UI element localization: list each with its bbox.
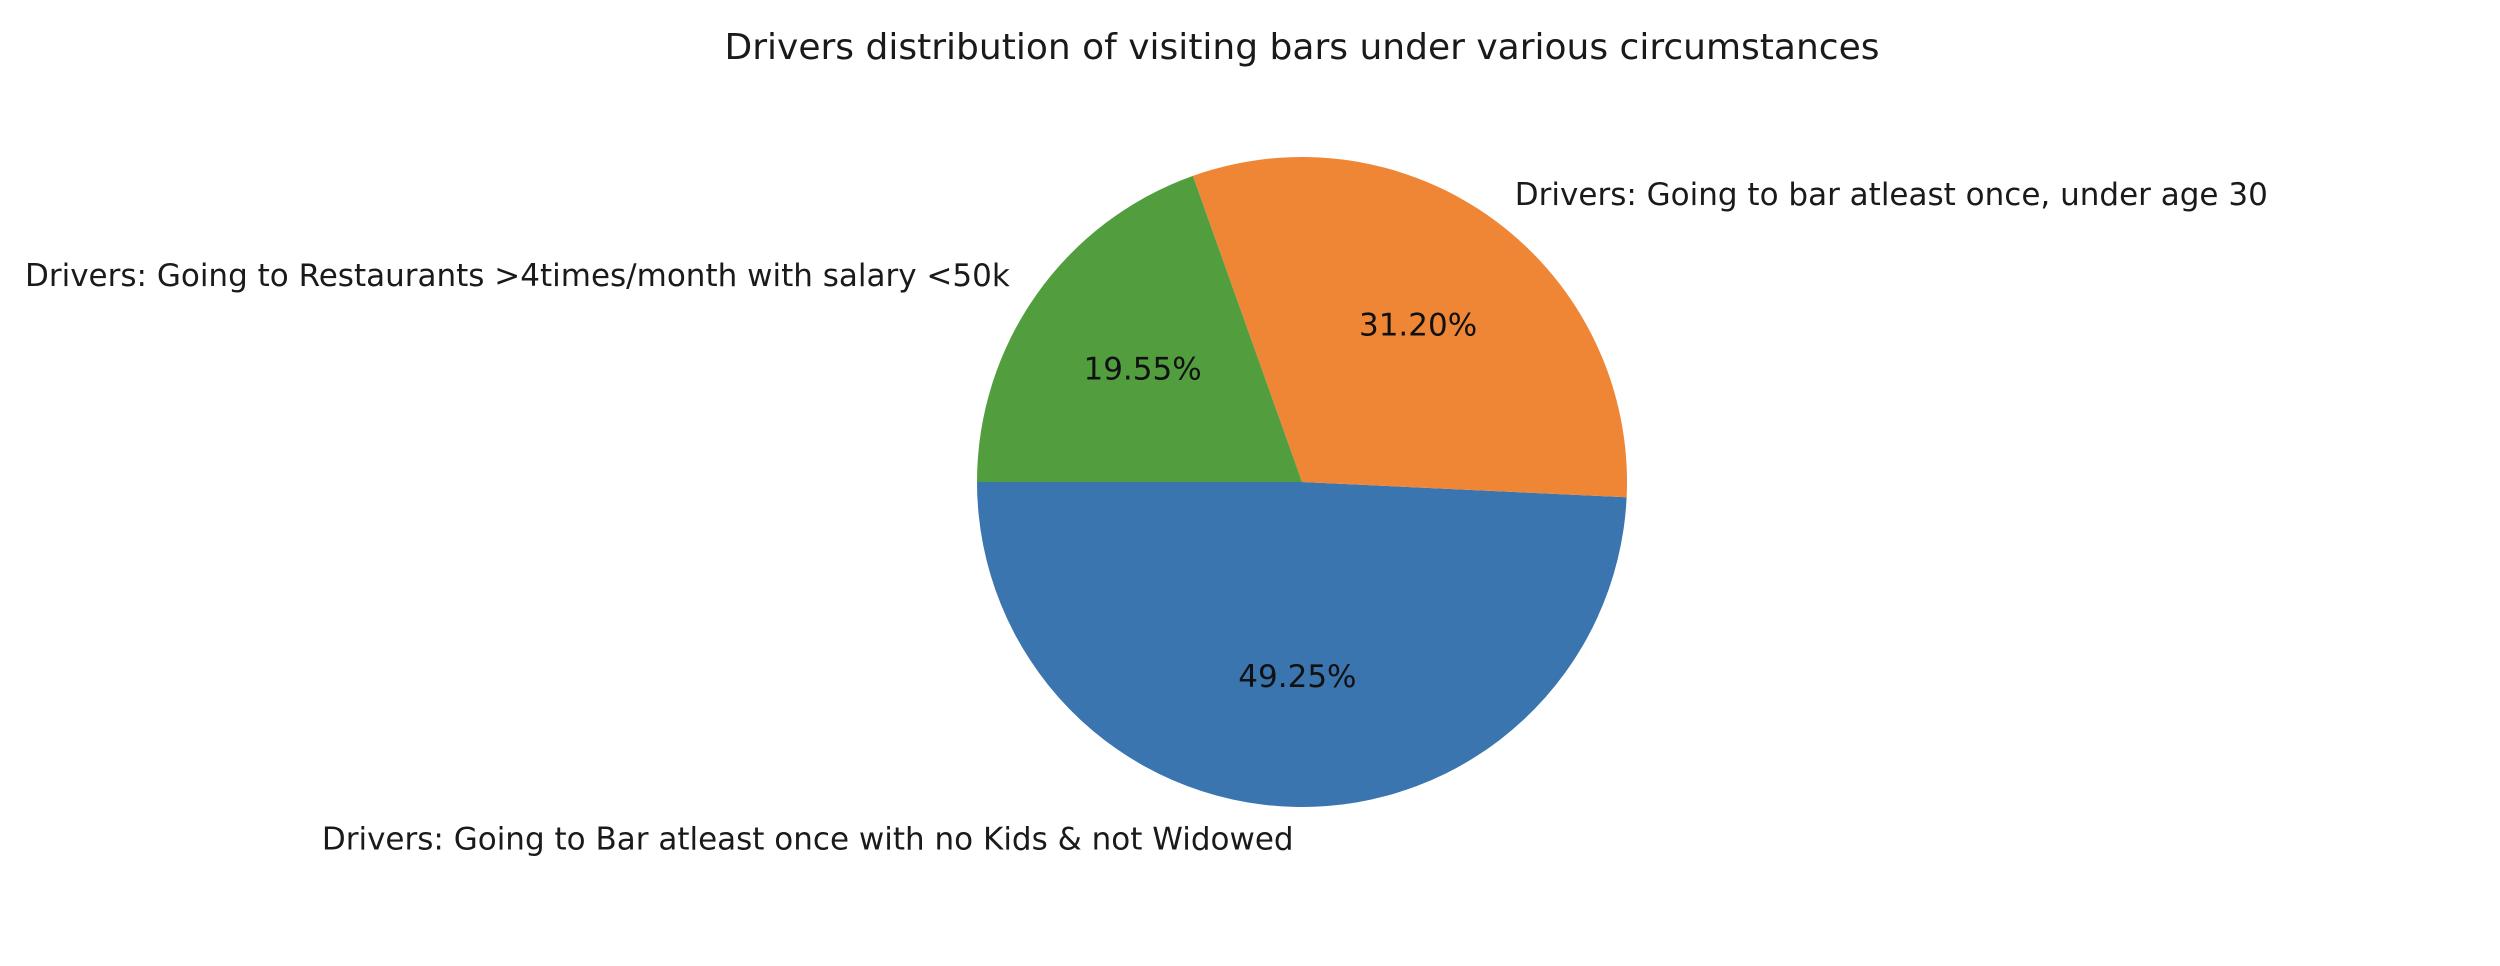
slice-percent-label-1: 49.25% — [1238, 659, 1356, 695]
pie-slice-1 — [977, 482, 1627, 807]
slice-percent-label-3: 19.55% — [1083, 352, 1201, 388]
slice-category-label-3: Drivers: Going to Restaurants >4times/mo… — [25, 258, 1010, 294]
pie-slice-3 — [977, 175, 1302, 483]
pie-slices — [977, 156, 1627, 807]
slice-category-label-2: Drivers: Going to bar atleast once, unde… — [1515, 177, 2268, 213]
pie-slice-2 — [1192, 156, 1627, 498]
pie-labels: 49.25% Drivers: Going to Bar atleast once… — [25, 177, 2268, 858]
chart-title: Drivers distribution of visiting bars un… — [725, 27, 1880, 68]
slice-percent-label-2: 31.20% — [1359, 307, 1477, 343]
slice-category-label-1: Drivers: Going to Bar atleast once with … — [322, 821, 1294, 857]
